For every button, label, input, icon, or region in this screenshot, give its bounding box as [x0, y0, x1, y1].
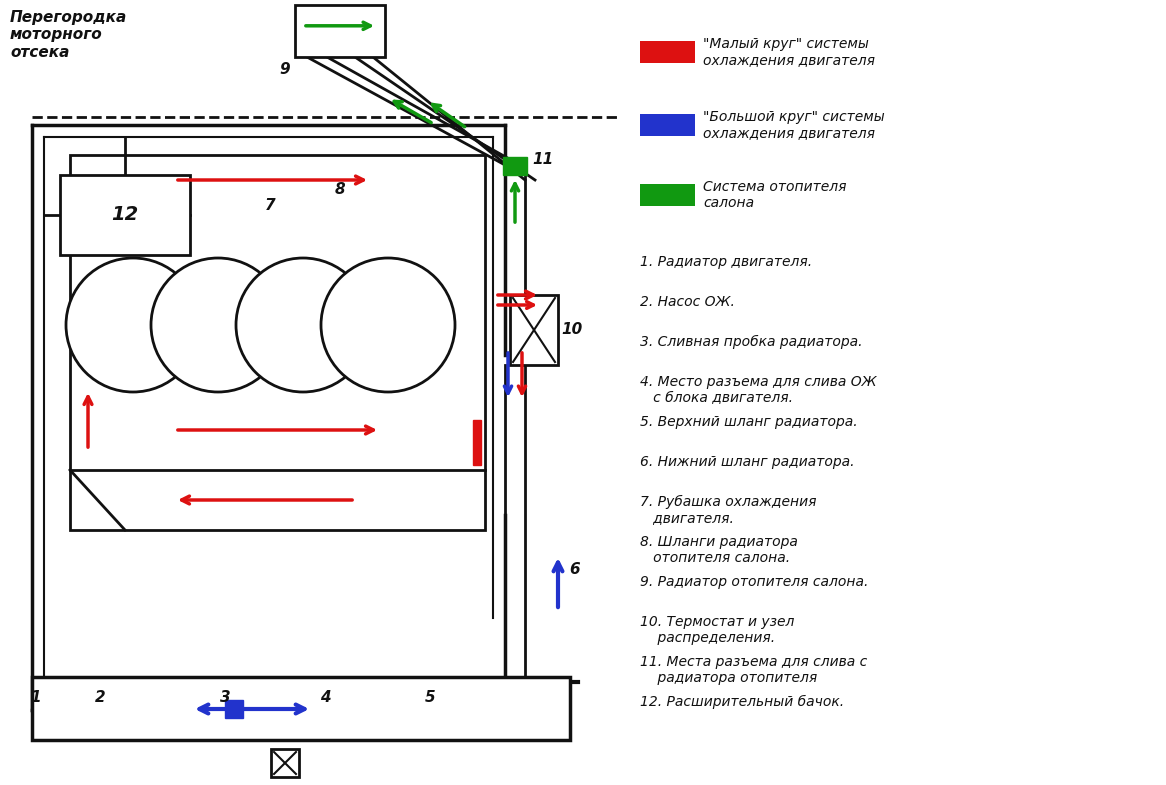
- Text: 6. Нижний шланг радиатора.: 6. Нижний шланг радиатора.: [640, 455, 855, 469]
- Bar: [503, 157, 527, 175]
- Text: Система отопителя
салона: Система отопителя салона: [703, 180, 847, 210]
- Text: 11: 11: [533, 152, 554, 167]
- Bar: [59, 175, 190, 255]
- Bar: [510, 295, 559, 365]
- Text: 5. Верхний шланг радиатора.: 5. Верхний шланг радиатора.: [640, 415, 858, 429]
- Text: 4. Место разъема для слива ОЖ
   с блока двигателя.: 4. Место разъема для слива ОЖ с блока дв…: [640, 375, 877, 405]
- Text: 10. Термостат и узел
    распределения.: 10. Термостат и узел распределения.: [640, 615, 794, 645]
- Circle shape: [321, 258, 455, 392]
- Bar: [271, 749, 298, 777]
- Text: 4: 4: [319, 689, 330, 704]
- Text: 2: 2: [94, 689, 105, 704]
- Bar: [640, 41, 695, 63]
- Text: 7. Рубашка охлаждения
   двигателя.: 7. Рубашка охлаждения двигателя.: [640, 495, 816, 525]
- Circle shape: [152, 258, 285, 392]
- Bar: [473, 420, 482, 465]
- Text: 10: 10: [561, 323, 583, 338]
- Text: 12: 12: [112, 206, 139, 225]
- Text: 6: 6: [570, 563, 581, 578]
- Text: 1: 1: [30, 689, 41, 704]
- Text: 9: 9: [280, 63, 290, 78]
- Circle shape: [66, 258, 201, 392]
- Text: 5: 5: [424, 689, 435, 704]
- Bar: [295, 5, 385, 57]
- Bar: [31, 677, 570, 740]
- Text: 3: 3: [219, 689, 231, 704]
- Bar: [225, 700, 243, 718]
- Text: 7: 7: [265, 198, 275, 213]
- Bar: [640, 184, 695, 206]
- Text: 2. Насос ОЖ.: 2. Насос ОЖ.: [640, 295, 735, 309]
- Text: 11. Места разъема для слива с
    радиатора отопителя: 11. Места разъема для слива с радиатора …: [640, 655, 868, 685]
- Text: 12. Расширительный бачок.: 12. Расширительный бачок.: [640, 695, 844, 709]
- Text: Перегородка
моторного
отсека: Перегородка моторного отсека: [10, 10, 127, 60]
- Text: 9. Радиатор отопителя салона.: 9. Радиатор отопителя салона.: [640, 575, 869, 589]
- Text: 8. Шланги радиатора
   отопителя салона.: 8. Шланги радиатора отопителя салона.: [640, 535, 798, 565]
- Text: 3. Сливная пробка радиатора.: 3. Сливная пробка радиатора.: [640, 335, 863, 349]
- Circle shape: [236, 258, 370, 392]
- Text: "Малый круг" системы
охлаждения двигателя: "Малый круг" системы охлаждения двигател…: [703, 37, 874, 67]
- Text: 1. Радиатор двигателя.: 1. Радиатор двигателя.: [640, 255, 813, 269]
- Text: "Большой круг" системы
охлаждения двигателя: "Большой круг" системы охлаждения двигат…: [703, 110, 885, 140]
- Bar: [640, 114, 695, 136]
- Bar: [70, 155, 485, 530]
- Text: 8: 8: [335, 182, 345, 198]
